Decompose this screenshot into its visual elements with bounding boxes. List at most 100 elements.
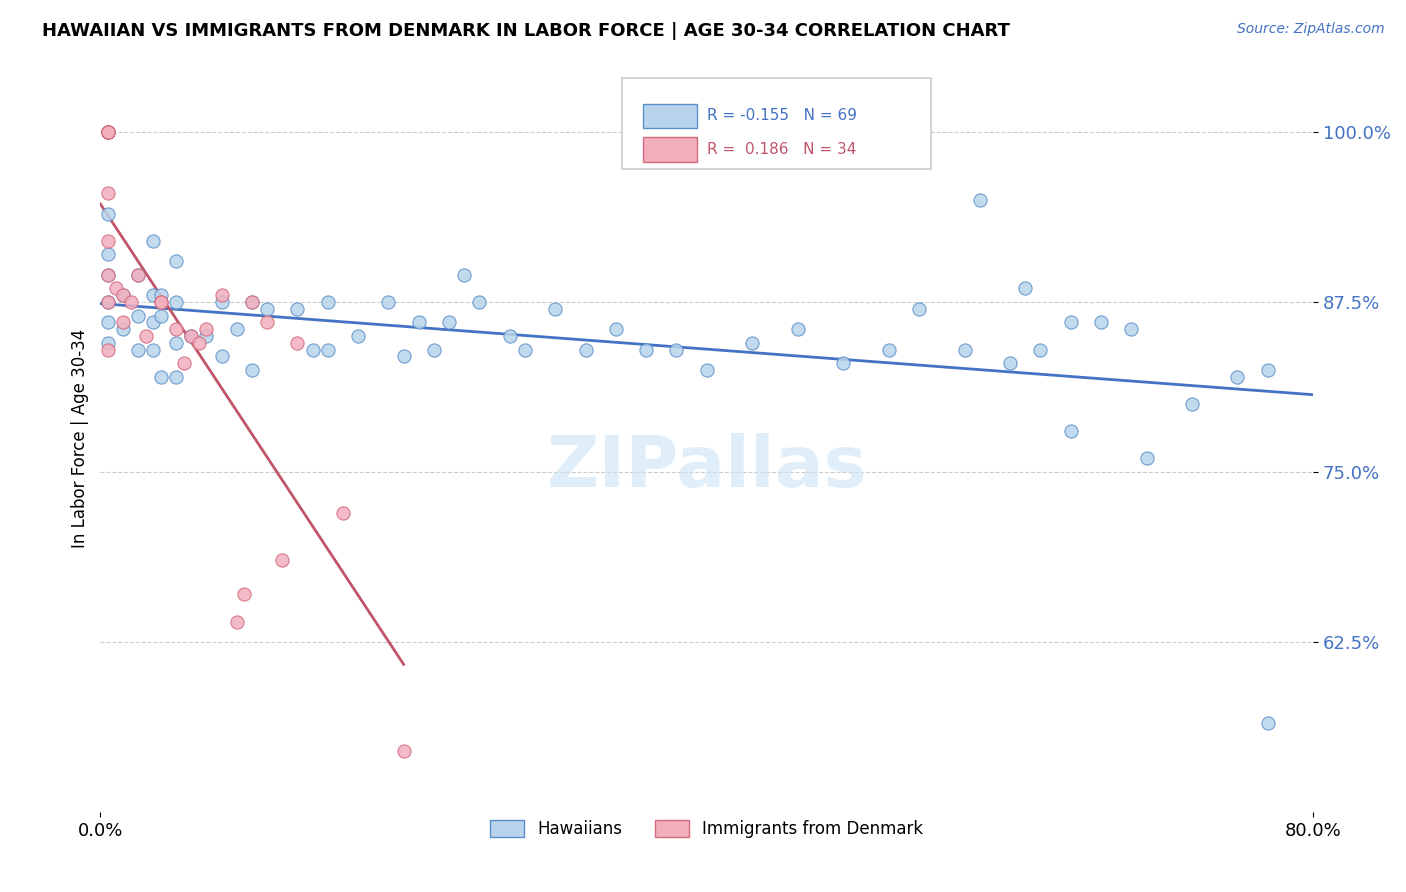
Point: [240, 295, 263, 310]
Point: [240, 363, 263, 377]
Point: [142, 288, 165, 302]
Point: [271, 553, 294, 567]
Point: [301, 343, 323, 357]
Point: [97, 125, 120, 139]
Point: [287, 335, 309, 350]
Point: [211, 295, 233, 310]
Point: [97, 247, 120, 261]
Point: [97, 125, 120, 139]
Point: [180, 329, 202, 343]
Point: [97, 125, 120, 139]
Point: [1014, 281, 1036, 295]
Point: [127, 268, 149, 282]
Point: [877, 343, 900, 357]
Point: [142, 315, 165, 329]
Point: [165, 335, 187, 350]
Point: [97, 295, 120, 310]
Point: [165, 295, 187, 310]
Point: [786, 322, 808, 336]
Point: [127, 343, 149, 357]
Point: [97, 125, 120, 139]
Y-axis label: In Labor Force | Age 30-34: In Labor Force | Age 30-34: [72, 328, 89, 548]
Point: [468, 295, 491, 310]
Point: [832, 356, 855, 370]
Point: [112, 288, 135, 302]
Point: [112, 288, 135, 302]
Point: [225, 615, 247, 629]
Point: [908, 301, 931, 316]
Point: [165, 369, 187, 384]
Point: [969, 193, 991, 207]
Point: [233, 587, 256, 601]
Point: [1226, 369, 1249, 384]
Text: Source: ZipAtlas.com: Source: ZipAtlas.com: [1237, 22, 1385, 37]
Point: [423, 343, 446, 357]
Point: [437, 315, 460, 329]
Point: [256, 315, 278, 329]
Point: [97, 295, 120, 310]
Point: [953, 343, 976, 357]
Point: [513, 343, 536, 357]
Point: [211, 288, 233, 302]
FancyBboxPatch shape: [643, 103, 697, 128]
Point: [544, 301, 567, 316]
Point: [347, 329, 370, 343]
Point: [665, 343, 688, 357]
Point: [142, 234, 165, 248]
Point: [605, 322, 627, 336]
Point: [211, 350, 233, 364]
Point: [408, 315, 430, 329]
Point: [696, 363, 718, 377]
Point: [120, 295, 142, 310]
Point: [316, 295, 339, 310]
Point: [392, 744, 415, 758]
Point: [127, 309, 149, 323]
Point: [180, 329, 202, 343]
Point: [392, 350, 415, 364]
Point: [377, 295, 399, 310]
Point: [256, 301, 278, 316]
Point: [195, 322, 218, 336]
Point: [112, 315, 135, 329]
Point: [1060, 424, 1083, 438]
Point: [1121, 322, 1143, 336]
Point: [97, 268, 120, 282]
Point: [453, 268, 475, 282]
Text: R = -0.155   N = 69: R = -0.155 N = 69: [707, 108, 856, 123]
Point: [97, 125, 120, 139]
Point: [741, 335, 763, 350]
Point: [135, 329, 157, 343]
Point: [165, 322, 187, 336]
Point: [332, 506, 354, 520]
Point: [112, 322, 135, 336]
Text: R =  0.186   N = 34: R = 0.186 N = 34: [707, 142, 856, 157]
Point: [150, 288, 173, 302]
Point: [1257, 363, 1279, 377]
Point: [97, 268, 120, 282]
Point: [173, 356, 195, 370]
Point: [195, 329, 218, 343]
Point: [97, 206, 120, 220]
Text: HAWAIIAN VS IMMIGRANTS FROM DENMARK IN LABOR FORCE | AGE 30-34 CORRELATION CHART: HAWAIIAN VS IMMIGRANTS FROM DENMARK IN L…: [42, 22, 1010, 40]
Point: [142, 343, 165, 357]
Point: [97, 125, 120, 139]
Point: [636, 343, 658, 357]
Point: [165, 254, 187, 268]
Point: [104, 281, 127, 295]
Point: [1090, 315, 1112, 329]
Point: [187, 335, 209, 350]
Point: [97, 234, 120, 248]
Point: [150, 295, 173, 310]
Point: [97, 343, 120, 357]
Point: [97, 125, 120, 139]
Point: [499, 329, 522, 343]
Point: [1181, 397, 1204, 411]
Point: [225, 322, 247, 336]
Point: [150, 309, 173, 323]
Point: [150, 295, 173, 310]
Point: [316, 343, 339, 357]
Legend: Hawaiians, Immigrants from Denmark: Hawaiians, Immigrants from Denmark: [484, 814, 929, 845]
Point: [97, 315, 120, 329]
Point: [1029, 343, 1052, 357]
Point: [127, 268, 149, 282]
